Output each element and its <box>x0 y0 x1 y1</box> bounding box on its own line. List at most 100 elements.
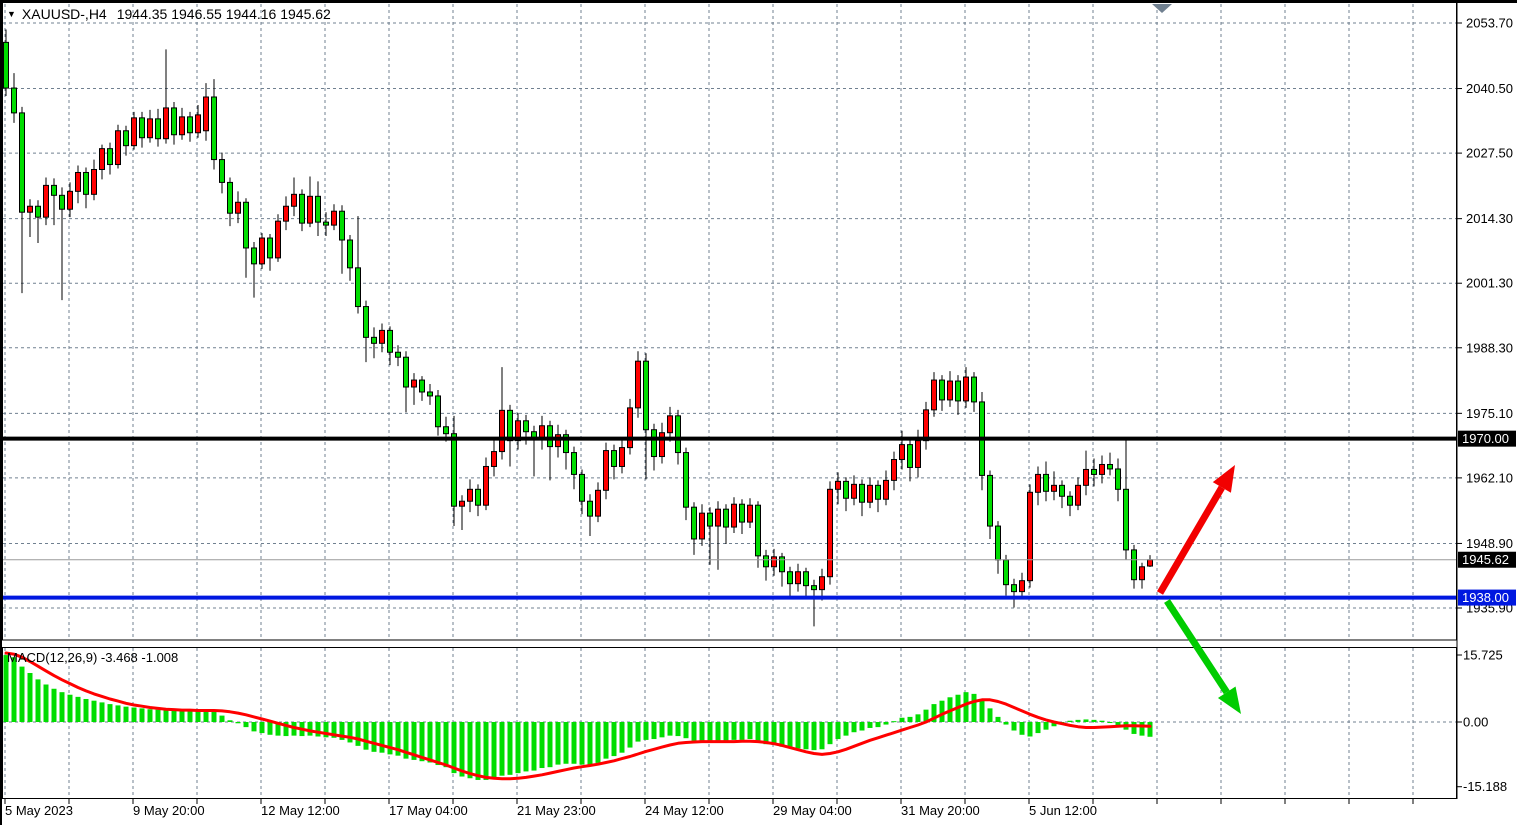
macd-bar <box>123 706 129 722</box>
macd-bar <box>347 722 353 743</box>
macd-bar <box>971 693 977 722</box>
macd-bar <box>179 710 185 722</box>
candle-bearish <box>971 376 977 403</box>
price-tick-label: 2001.30 <box>1466 276 1513 291</box>
price-badge <box>1458 589 1516 606</box>
macd-bar <box>571 722 577 764</box>
candle-bearish <box>1091 468 1097 475</box>
macd-bar <box>643 722 649 740</box>
macd-bar <box>755 722 761 742</box>
price-tick-label: 2027.50 <box>1466 146 1513 161</box>
macd-bar <box>387 722 393 755</box>
macd-histogram[interactable] <box>3 655 1153 780</box>
candle-bullish <box>891 459 897 481</box>
candle-bullish <box>291 193 297 207</box>
candle-bearish <box>907 444 913 468</box>
candle-bearish <box>939 379 945 401</box>
candle-bearish <box>611 450 617 467</box>
macd-bar <box>395 722 401 756</box>
candle-bearish <box>843 480 849 499</box>
macd-bar <box>507 722 513 775</box>
candle-bearish <box>675 415 681 454</box>
candle-bearish <box>267 237 273 259</box>
macd-bar <box>1099 720 1105 722</box>
macd-signal-line[interactable] <box>4 651 1152 781</box>
candle-bullish <box>91 168 97 195</box>
macd-bar <box>259 722 265 734</box>
macd-bar <box>827 722 833 745</box>
macd-bar <box>371 722 377 752</box>
candle-bearish <box>427 391 433 397</box>
macd-bar <box>459 722 465 777</box>
candle-bearish <box>579 473 585 502</box>
time-tick-label: 17 May 04:00 <box>389 803 468 818</box>
candle-bullish <box>259 237 265 265</box>
macd-bar <box>411 722 417 760</box>
candle-bullish <box>731 503 737 528</box>
bullish-arrow-object[interactable] <box>1156 465 1235 595</box>
candle-bearish <box>563 434 569 454</box>
price-tick-label: 1962.10 <box>1466 470 1513 485</box>
macd-bar <box>1083 719 1089 722</box>
macd-bar <box>875 722 881 728</box>
macd-bar <box>243 722 249 728</box>
macd-bar <box>187 710 193 722</box>
candle-bearish <box>651 429 657 458</box>
macd-bar <box>1147 722 1153 737</box>
time-tick-label: 29 May 04:00 <box>773 803 852 818</box>
macd-bar <box>747 722 753 740</box>
candle-bearish <box>403 356 409 388</box>
candle-bullish <box>747 504 753 523</box>
candle-bearish <box>363 306 369 338</box>
macd-bar <box>51 688 57 722</box>
candle-bullish <box>1139 566 1145 581</box>
dropdown-triangle-icon[interactable]: ▼ <box>7 9 16 19</box>
macd-bar <box>1067 720 1073 722</box>
macd-bar <box>867 722 873 728</box>
candle-bullish <box>931 379 937 411</box>
candle-bearish <box>211 96 217 161</box>
macd-bar <box>995 716 1001 722</box>
macd-bar <box>211 711 217 722</box>
macd-indicator-label: MACD(12,26,9) -3.468 -1.008 <box>7 650 179 665</box>
macd-bar <box>723 722 729 741</box>
candle-bearish <box>139 117 145 139</box>
candle-bullish <box>459 500 465 507</box>
price-badge-label: 1938.00 <box>1462 590 1509 605</box>
candle-bullish <box>27 205 33 213</box>
candle-bullish <box>715 508 721 527</box>
macd-bar <box>443 722 449 768</box>
candle-bullish <box>131 117 137 147</box>
candle-bullish <box>115 130 121 166</box>
macd-bar <box>859 722 865 731</box>
candle-bullish <box>835 480 841 490</box>
candle-bearish <box>587 500 593 517</box>
macd-bar <box>171 710 177 722</box>
candle-bearish <box>3 41 9 89</box>
macd-bar <box>1075 719 1081 722</box>
candle-bearish <box>571 452 577 475</box>
candle-bullish <box>147 118 153 139</box>
macd-bar <box>67 694 73 722</box>
macd-bar <box>619 722 625 753</box>
macd-bar <box>963 692 969 722</box>
candle-bearish <box>691 506 697 540</box>
macd-bar <box>1115 722 1121 726</box>
candle-bearish <box>435 395 441 428</box>
price-axis[interactable]: 2053.70 2040.50 2027.50 2014.30 2001.30 1988.… <box>1457 16 1516 795</box>
candle-bearish <box>475 488 481 506</box>
time-axis[interactable]: 5 May 2023 9 May 20:00 12 May 12:00 17 May … <box>4 799 1414 818</box>
price-level-lines[interactable] <box>3 436 1456 600</box>
macd-bar <box>1091 719 1097 722</box>
candle-bearish <box>323 221 329 226</box>
candle-bullish <box>411 379 417 388</box>
macd-bar <box>731 722 737 740</box>
macd-bar <box>763 722 769 745</box>
macd-bar <box>1131 722 1137 734</box>
bearish-arrow-object[interactable] <box>1164 599 1241 714</box>
macd-bar <box>475 722 481 780</box>
macd-bar <box>987 708 993 722</box>
macd-bar <box>931 704 937 722</box>
candle-bullish <box>203 96 209 132</box>
